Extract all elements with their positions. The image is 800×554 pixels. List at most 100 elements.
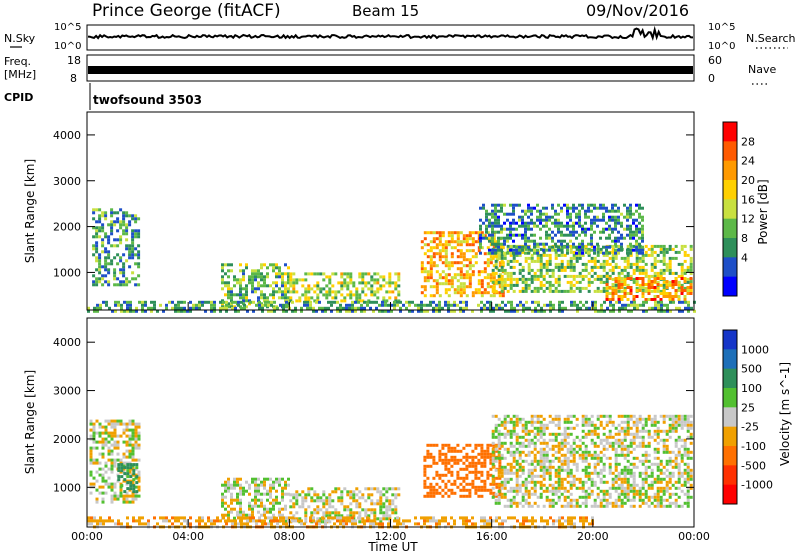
echo-cell [270,309,273,313]
echo-cell [527,251,530,255]
echo-cell [345,516,348,520]
echo-cell [456,285,460,289]
echo-cell [677,477,681,481]
echo-cell [587,450,591,454]
echo-cell [129,481,133,485]
echo-cell [489,482,493,486]
echo-cell [575,253,579,257]
echo-cell [617,286,621,289]
echo-cell [635,227,638,231]
echo-cell [95,497,99,501]
echo-cell [494,289,498,293]
echo-cell [342,306,345,310]
echo-cell [584,450,588,454]
echo-cell [620,468,624,472]
echo-cell [689,277,693,280]
echo-cell [468,494,472,498]
echo-cell [527,265,531,269]
power-echo-layer [87,203,696,313]
echo-cell [272,501,275,505]
echo-cell [423,237,427,241]
echo-cell [608,233,611,237]
echo-cell [438,306,441,310]
echo-cell [590,248,593,252]
echo-cell [438,452,442,456]
echo-cell [506,429,510,433]
echo-cell [620,471,624,475]
echo-cell [494,498,498,502]
echo-cell [387,309,390,313]
echo-cell [536,495,540,499]
echo-cell [533,492,537,496]
echo-cell [135,466,139,470]
echo-cell [351,309,354,313]
echo-cell [614,462,618,466]
echo-cell [545,265,549,269]
echo-cell [515,462,519,466]
echo-cell [650,265,654,269]
echo-cell [177,306,180,310]
echo-cell [284,293,287,297]
echo-cell [608,215,611,219]
echo-cell [536,286,540,290]
echo-cell [298,493,302,497]
echo-cell [602,206,605,210]
echo-cell [683,453,687,457]
echo-cell [638,236,641,240]
echo-cell [489,276,493,280]
echo-cell [104,419,108,423]
echo-cell [638,486,642,490]
echo-cell [680,414,684,418]
echo-cell [623,289,627,292]
echo-cell [122,211,126,215]
echo-cell [674,283,678,286]
echo-cell [605,280,609,284]
echo-cell [438,473,442,477]
echo-cell [512,244,516,248]
echo-cell [629,286,633,289]
echo-cell [539,426,543,430]
echo-cell [186,519,189,523]
echo-cell [480,452,484,456]
freq-label: Freq. [4,55,31,68]
echo-cell [686,253,690,257]
echo-cell [376,490,380,494]
echo-cell [548,420,552,424]
echo-cell [680,504,684,508]
echo-cell [177,303,180,307]
echo-cell [174,309,177,313]
echo-cell [683,286,687,290]
echo-cell [438,485,442,489]
echo-cell [104,428,108,432]
echo-cell [239,293,242,297]
echo-cell [122,440,126,444]
echo-cell [447,306,450,310]
echo-cell [614,465,618,469]
echo-cell [113,283,117,287]
echo-cell [602,453,606,457]
echo-cell [666,306,669,310]
echo-cell [608,227,611,231]
echo-cell [551,483,555,487]
echo-cell [623,277,627,281]
echo-cell [257,272,260,276]
echo-cell [638,417,642,421]
echo-cell [509,489,513,493]
echo-cell [119,241,123,245]
echo-cell [248,513,251,517]
echo-cell [527,215,530,219]
echo-cell [491,414,495,418]
echo-cell [500,236,503,240]
echo-cell [242,489,245,493]
echo-cell [524,492,528,496]
echo-cell [557,245,560,249]
echo-cell [500,277,504,281]
echo-cell [306,300,309,304]
echo-cell [110,422,114,426]
echo-cell [641,444,645,448]
echo-cell [131,494,135,498]
echo-cell [447,267,451,271]
echo-cell [423,494,427,498]
echo-cell [494,212,497,216]
echo-cell [486,452,490,456]
